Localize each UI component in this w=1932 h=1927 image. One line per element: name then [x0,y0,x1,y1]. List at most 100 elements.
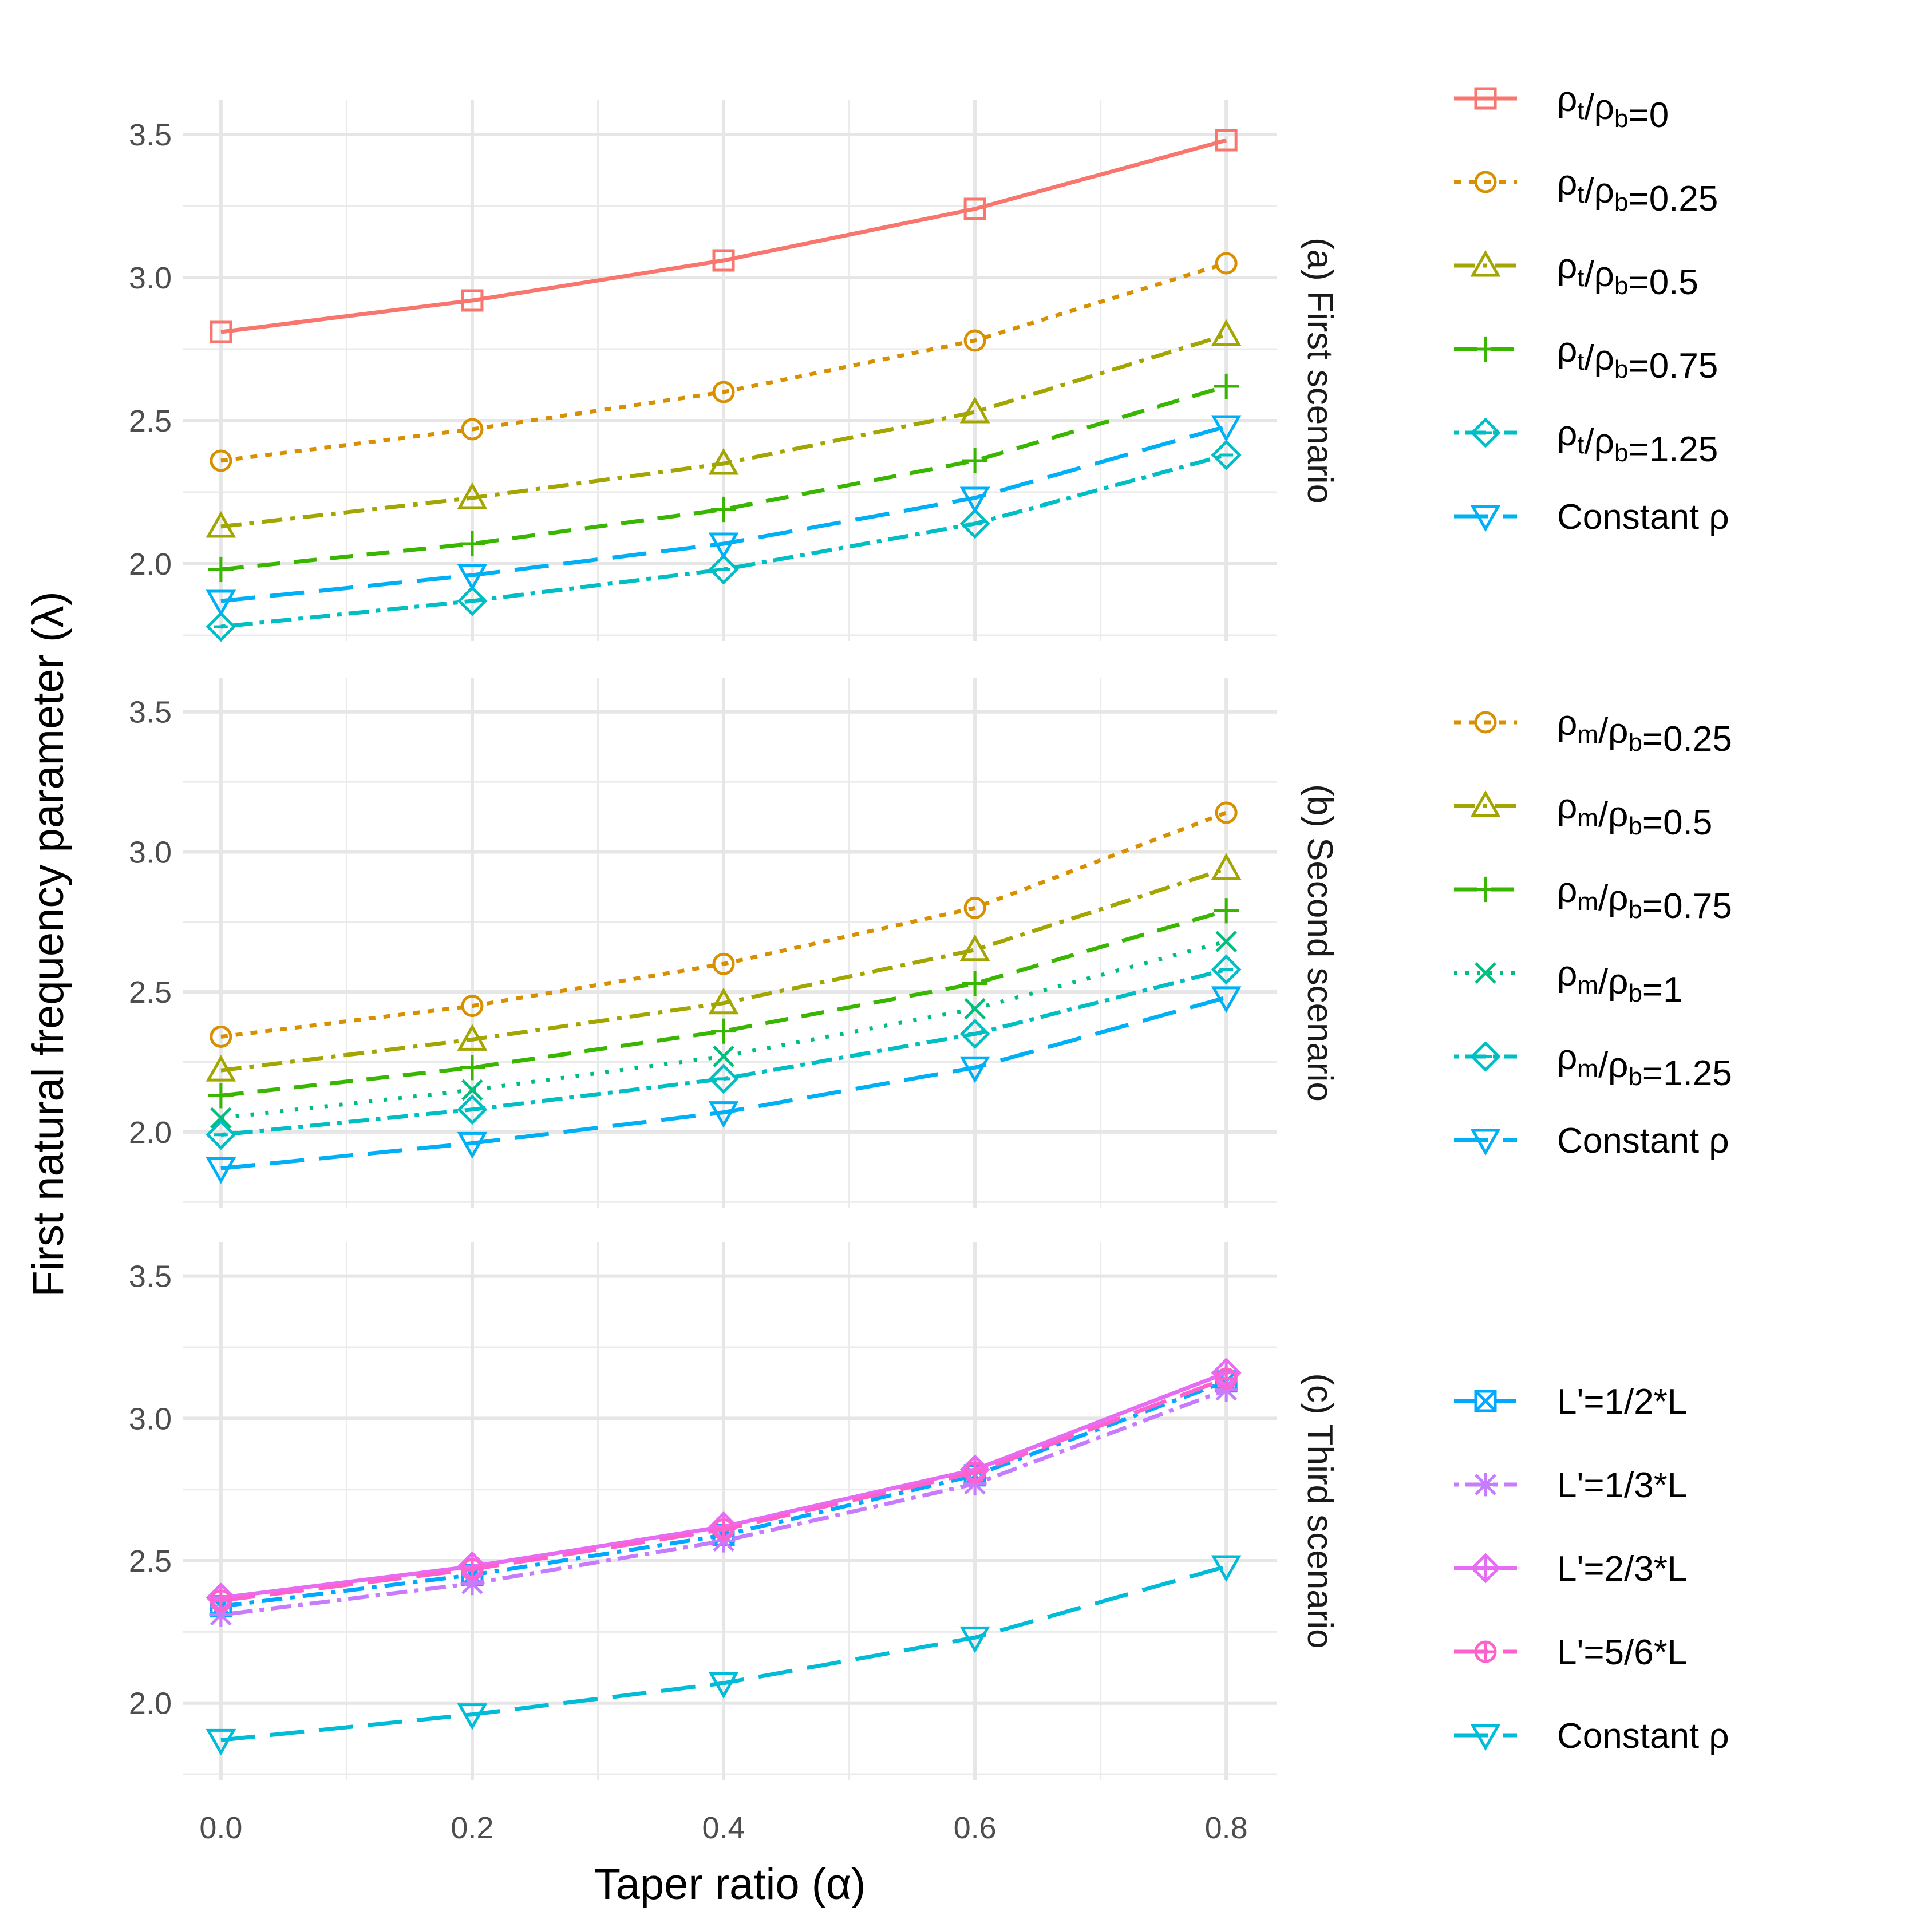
legend-label-subscript: b [1628,896,1642,924]
data-point [962,448,988,474]
data-point [210,449,232,472]
series-line [220,810,1227,1039]
data-point [1215,129,1238,152]
data-point [210,1025,232,1048]
y-tick-label: 3.0 [129,261,172,295]
legend-label-subscript: b [1614,439,1628,467]
series [206,1555,1242,1756]
data-point [461,1558,484,1581]
panel-3: 2.0 2.5 3.0 3.5 (c) Third scenario [129,1242,1340,1780]
legend-key-marker [1470,1724,1501,1751]
data-point [962,971,988,996]
series [206,853,1242,1082]
legend-label: Constant ρ [1557,497,1729,537]
data-point [457,1131,488,1159]
data-point [708,554,739,585]
legend-item: ρm/ρb=1.25 [1454,1038,1732,1093]
legend-label-subscript: b [1614,355,1628,383]
data-point [457,585,488,616]
data-point [708,448,739,475]
legend-item: Constant ρ [1454,1716,1729,1756]
data-point [459,1055,485,1081]
series-line [220,333,1227,529]
legend-label: ρt/ρb=0.25 [1557,163,1718,219]
legend-label-subscript: m [1577,721,1598,749]
legend-label-part: ρ [1557,1038,1577,1077]
panel-2: 2.0 2.5 3.0 3.5 (b) Second scenario [129,678,1340,1208]
data-point [963,1461,986,1484]
data-point [457,1024,488,1051]
legend-label: L'=1/3*L [1557,1466,1687,1505]
legend: ρt/ρb=0ρt/ρb=0.25ρt/ρb=0.5ρt/ρb=0.75ρt/ρ… [1454,80,1732,1756]
data-point [1215,1367,1238,1390]
x-tick-label: 0.0 [199,1811,242,1845]
legend-label-part: =0.25 [1642,719,1732,759]
legend-label: ρt/ρb=0.5 [1557,247,1698,302]
legend-key-marker [1470,1129,1501,1156]
legend-key-marker [1474,87,1497,110]
legend-label-subscript: b [1628,1063,1642,1091]
legend-label-part: /ρ [1585,88,1615,127]
legend-label-subscript: b [1628,729,1642,757]
data-point [206,1055,236,1082]
legend-label: ρm/ρb=0.25 [1557,703,1732,759]
legend-label: L'=5/6*L [1557,1633,1687,1672]
legend-label: ρm/ρb=1 [1557,954,1683,1010]
series [206,954,1242,1150]
legend-item: Constant ρ [1454,1121,1729,1161]
legend-label: ρm/ρb=1.25 [1557,1038,1732,1093]
data-point [1211,415,1242,442]
data-point [959,934,990,961]
data-point [708,532,739,560]
legend-key-marker [1470,790,1501,817]
legend-key-marker [1470,1041,1501,1072]
legend-label: L'=2/3*L [1557,1549,1687,1589]
series-line [220,138,1227,334]
data-point [206,1119,236,1150]
legend-label-part: /ρ [1585,338,1615,378]
data-point [210,320,232,343]
data-point [206,1728,236,1756]
y-tick-label: 2.0 [129,1687,172,1721]
legend-key-marker [1470,1553,1501,1584]
data-point [1211,440,1242,470]
legend-label-subscript: b [1628,979,1642,1007]
data-point [712,381,735,403]
data-point [1215,252,1238,275]
x-tick-label: 0.6 [954,1811,997,1845]
legend-label-part: /ρ [1598,962,1629,1002]
legend-label-subscript: b [1614,105,1628,133]
series-line [220,384,1227,572]
legend-label-part: /ρ [1598,1046,1629,1085]
data-point [708,1672,739,1699]
legend-item: L'=2/3*L [1454,1549,1687,1589]
legend-item: L'=5/6*L [1454,1633,1687,1672]
legend-label-part: ρ [1557,80,1577,119]
legend-label-subscript: b [1614,272,1628,300]
series [206,319,1242,538]
legend-item: Constant ρ [1454,497,1729,537]
series [210,931,1237,1129]
series-line [220,866,1227,1073]
legend-item: ρt/ρb=0.5 [1454,247,1698,302]
data-point [708,1063,739,1094]
legend-label-part: /ρ [1598,879,1629,918]
x-tick-label: 0.8 [1205,1811,1248,1845]
legend-label-part: ρ [1557,703,1577,743]
series [208,373,1239,583]
data-point [206,511,236,538]
data-point [963,329,986,352]
panel-strip-label: (b) Second scenario [1300,784,1340,1102]
legend-label-part: L'=1/3*L [1557,1466,1687,1505]
legend-label-subscript: t [1577,97,1584,125]
legend-label-part: ρ [1557,954,1577,994]
data-point [1214,898,1239,924]
data-point [708,1101,739,1128]
y-tick-label: 3.5 [129,695,172,730]
legend-item: L'=1/3*L [1454,1466,1687,1505]
y-tick-label: 3.5 [129,118,172,152]
legend-key-marker [1474,1390,1497,1412]
legend-label-part: ρ [1557,330,1577,370]
legend-label-part: /ρ [1585,171,1615,211]
legend-label-part: Constant ρ [1557,497,1729,537]
